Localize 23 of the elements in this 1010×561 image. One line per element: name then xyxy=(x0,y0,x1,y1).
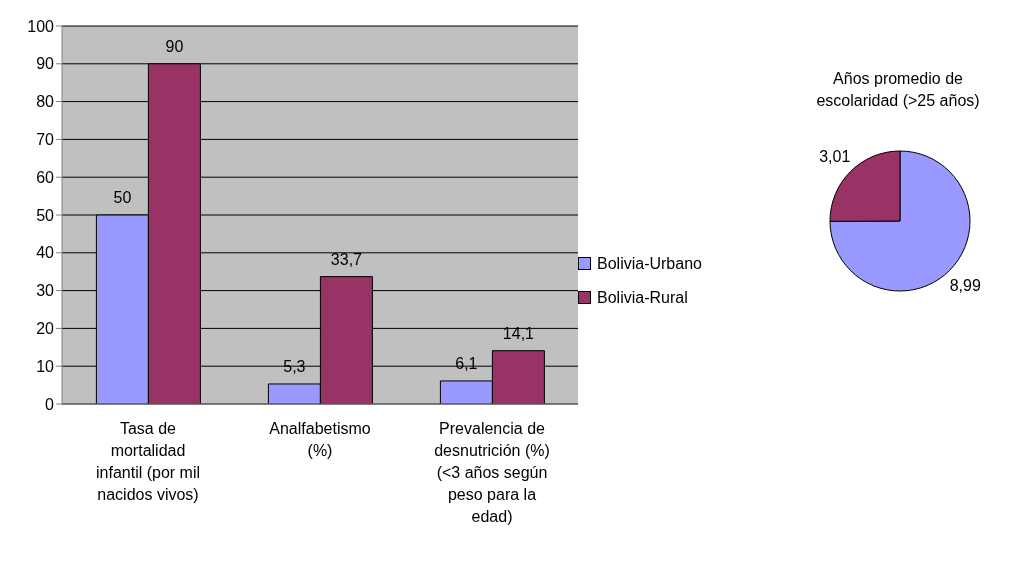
data-label: 8,99 xyxy=(949,277,981,295)
chart-title: Años promedio de escolaridad (>25 años) xyxy=(815,69,981,111)
y-tick-label: 50 xyxy=(36,206,55,224)
data-label: 33,7 xyxy=(330,250,363,268)
y-tick-label: 20 xyxy=(36,320,55,338)
y-tick-label: 100 xyxy=(27,17,55,35)
legend-label: Bolivia-Urbano xyxy=(597,254,702,273)
y-tick-label: 60 xyxy=(36,168,55,186)
y-tick-label: 30 xyxy=(36,282,55,300)
x-tick-label: Prevalencia de desnutrición (%) (<3 años según peso para la edad) xyxy=(434,420,550,525)
data-label: 90 xyxy=(165,37,184,55)
y-tick-label: 80 xyxy=(36,93,55,111)
x-tick-label: Tasa de mortalidad infantil (por mil nacidos vivos) xyxy=(95,420,201,503)
data-label: 50 xyxy=(113,189,132,206)
legend-label: Bolivia-Rural xyxy=(597,288,688,307)
data-label: 14,1 xyxy=(502,324,535,342)
y-tick-label: 40 xyxy=(36,244,55,262)
y-tick-label: 70 xyxy=(36,131,55,149)
x-tick-label: Analfabetismo (%) xyxy=(269,420,371,459)
data-label: 3,01 xyxy=(819,147,851,165)
y-tick-label: 10 xyxy=(36,357,55,375)
y-tick-label: 0 xyxy=(45,395,55,413)
y-tick-label: 90 xyxy=(36,55,55,73)
